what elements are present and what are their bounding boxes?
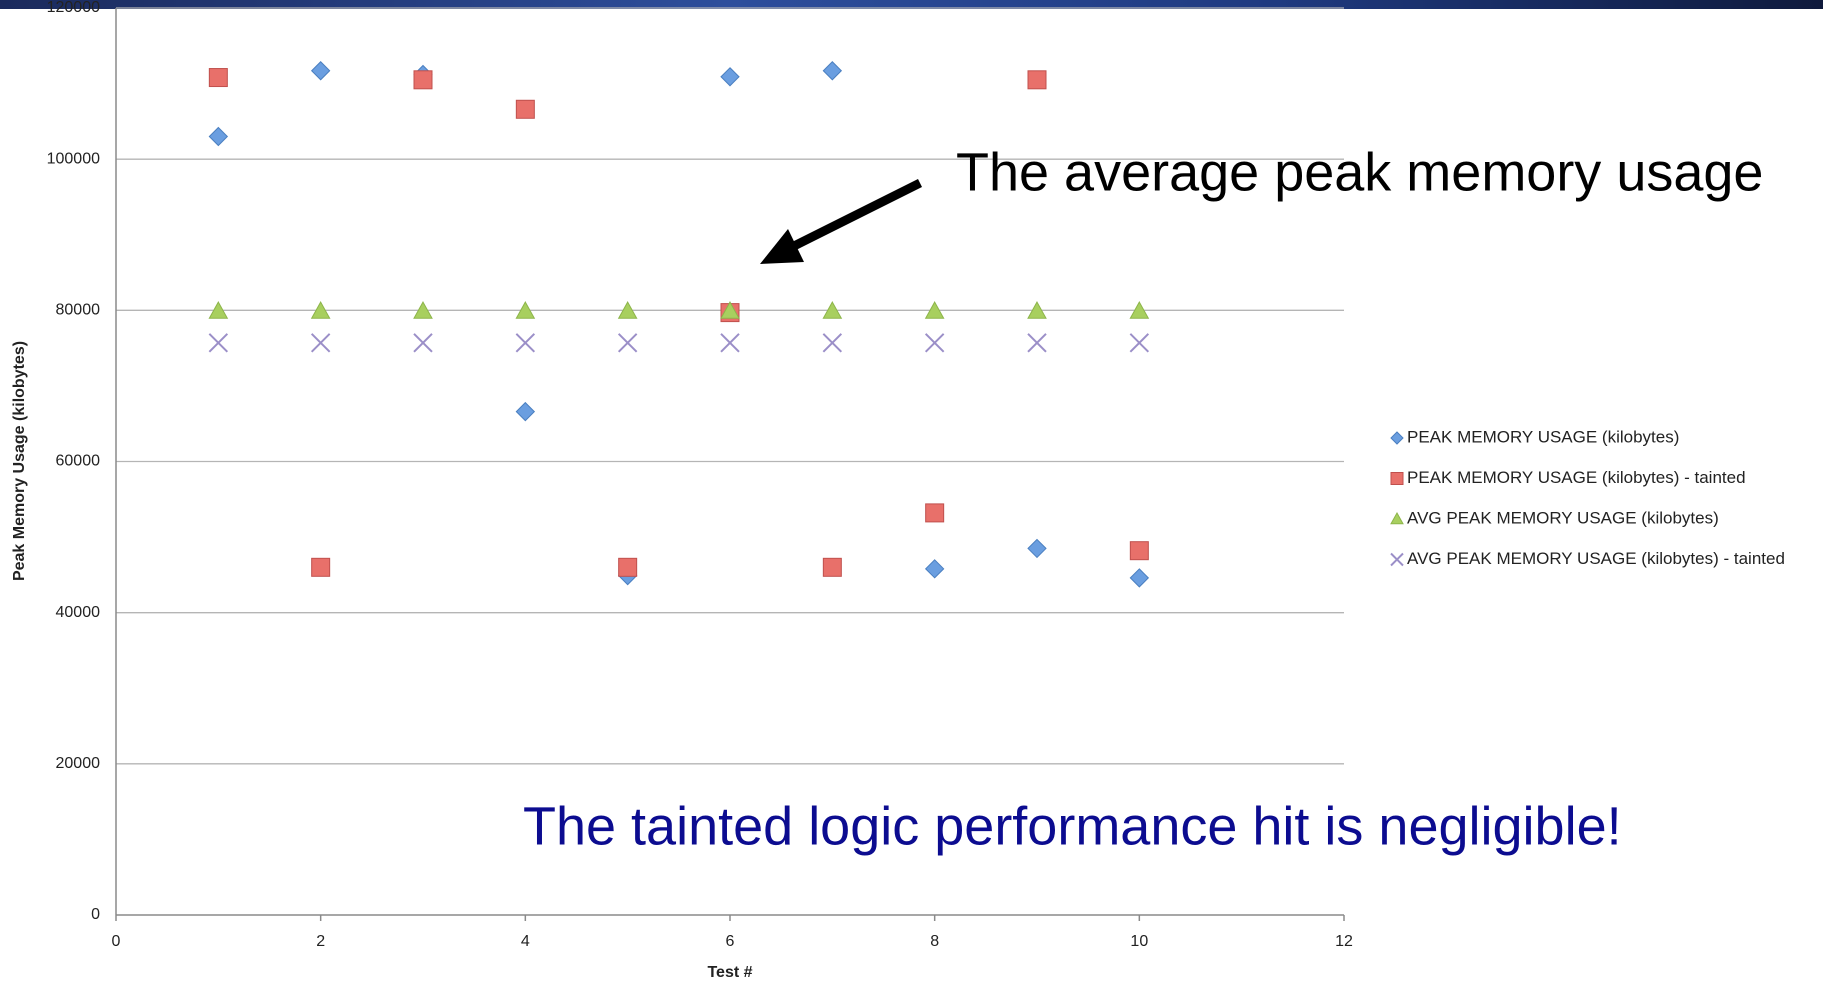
x-axis-label: Test # bbox=[707, 964, 752, 981]
legend-swatch bbox=[1391, 554, 1403, 566]
y-tick-label: 100000 bbox=[47, 150, 100, 167]
annotation: The average peak memory usage bbox=[956, 142, 1763, 202]
y-tick-label: 0 bbox=[91, 906, 100, 923]
square-marker bbox=[414, 71, 432, 89]
diamond-marker bbox=[1028, 539, 1046, 557]
y-tick-label: 20000 bbox=[56, 755, 101, 772]
diamond-marker bbox=[926, 560, 944, 578]
cross-marker bbox=[312, 334, 330, 352]
legend-label: PEAK MEMORY USAGE (kilobytes) - tainted bbox=[1407, 468, 1746, 487]
y-tick-label: 60000 bbox=[56, 453, 101, 470]
legend-swatch bbox=[1391, 432, 1403, 444]
arrow-shaft bbox=[782, 183, 920, 252]
y-tick-label: 120000 bbox=[47, 0, 100, 16]
y-axis-label: Peak Memory Usage (kilobytes) bbox=[11, 341, 28, 581]
x-tick-label: 10 bbox=[1130, 933, 1148, 950]
legend-swatch bbox=[1391, 473, 1403, 485]
diamond-marker bbox=[516, 403, 534, 421]
cross-marker bbox=[1130, 334, 1148, 352]
square-marker bbox=[823, 558, 841, 576]
diamond-marker bbox=[721, 68, 739, 86]
arrow bbox=[760, 183, 920, 264]
cross-marker bbox=[926, 334, 944, 352]
cross-marker bbox=[1028, 334, 1046, 352]
x-tick-label: 0 bbox=[112, 933, 121, 950]
annotation: The tainted logic performance hit is neg… bbox=[523, 796, 1622, 856]
diamond-marker bbox=[1130, 569, 1148, 587]
square-marker bbox=[1130, 542, 1148, 560]
chart: Peak Memory Usage (kilobytes) Test # The… bbox=[0, 0, 1823, 982]
cross-marker bbox=[516, 334, 534, 352]
diamond-marker bbox=[209, 127, 227, 145]
cross-marker bbox=[721, 334, 739, 352]
cross-marker bbox=[619, 334, 637, 352]
square-marker bbox=[516, 100, 534, 118]
y-tick-label: 80000 bbox=[56, 302, 101, 319]
x-tick-label: 8 bbox=[930, 933, 939, 950]
diamond-marker bbox=[312, 62, 330, 80]
legend-label: AVG PEAK MEMORY USAGE (kilobytes) - tain… bbox=[1407, 549, 1785, 568]
cross-marker bbox=[414, 334, 432, 352]
x-tick-label: 2 bbox=[316, 933, 325, 950]
x-tick-label: 6 bbox=[726, 933, 735, 950]
square-marker bbox=[209, 69, 227, 87]
x-tick-label: 12 bbox=[1335, 933, 1353, 950]
y-tick-label: 40000 bbox=[56, 604, 101, 621]
square-marker bbox=[1028, 71, 1046, 89]
x-tick-label: 4 bbox=[521, 933, 530, 950]
legend-label: AVG PEAK MEMORY USAGE (kilobytes) bbox=[1407, 508, 1719, 527]
square-marker bbox=[619, 558, 637, 576]
cross-marker bbox=[823, 334, 841, 352]
legend-swatch bbox=[1391, 513, 1403, 524]
square-marker bbox=[926, 504, 944, 522]
legend-label: PEAK MEMORY USAGE (kilobytes) bbox=[1407, 427, 1679, 446]
square-marker bbox=[312, 558, 330, 576]
diamond-marker bbox=[823, 62, 841, 80]
cross-marker bbox=[209, 334, 227, 352]
